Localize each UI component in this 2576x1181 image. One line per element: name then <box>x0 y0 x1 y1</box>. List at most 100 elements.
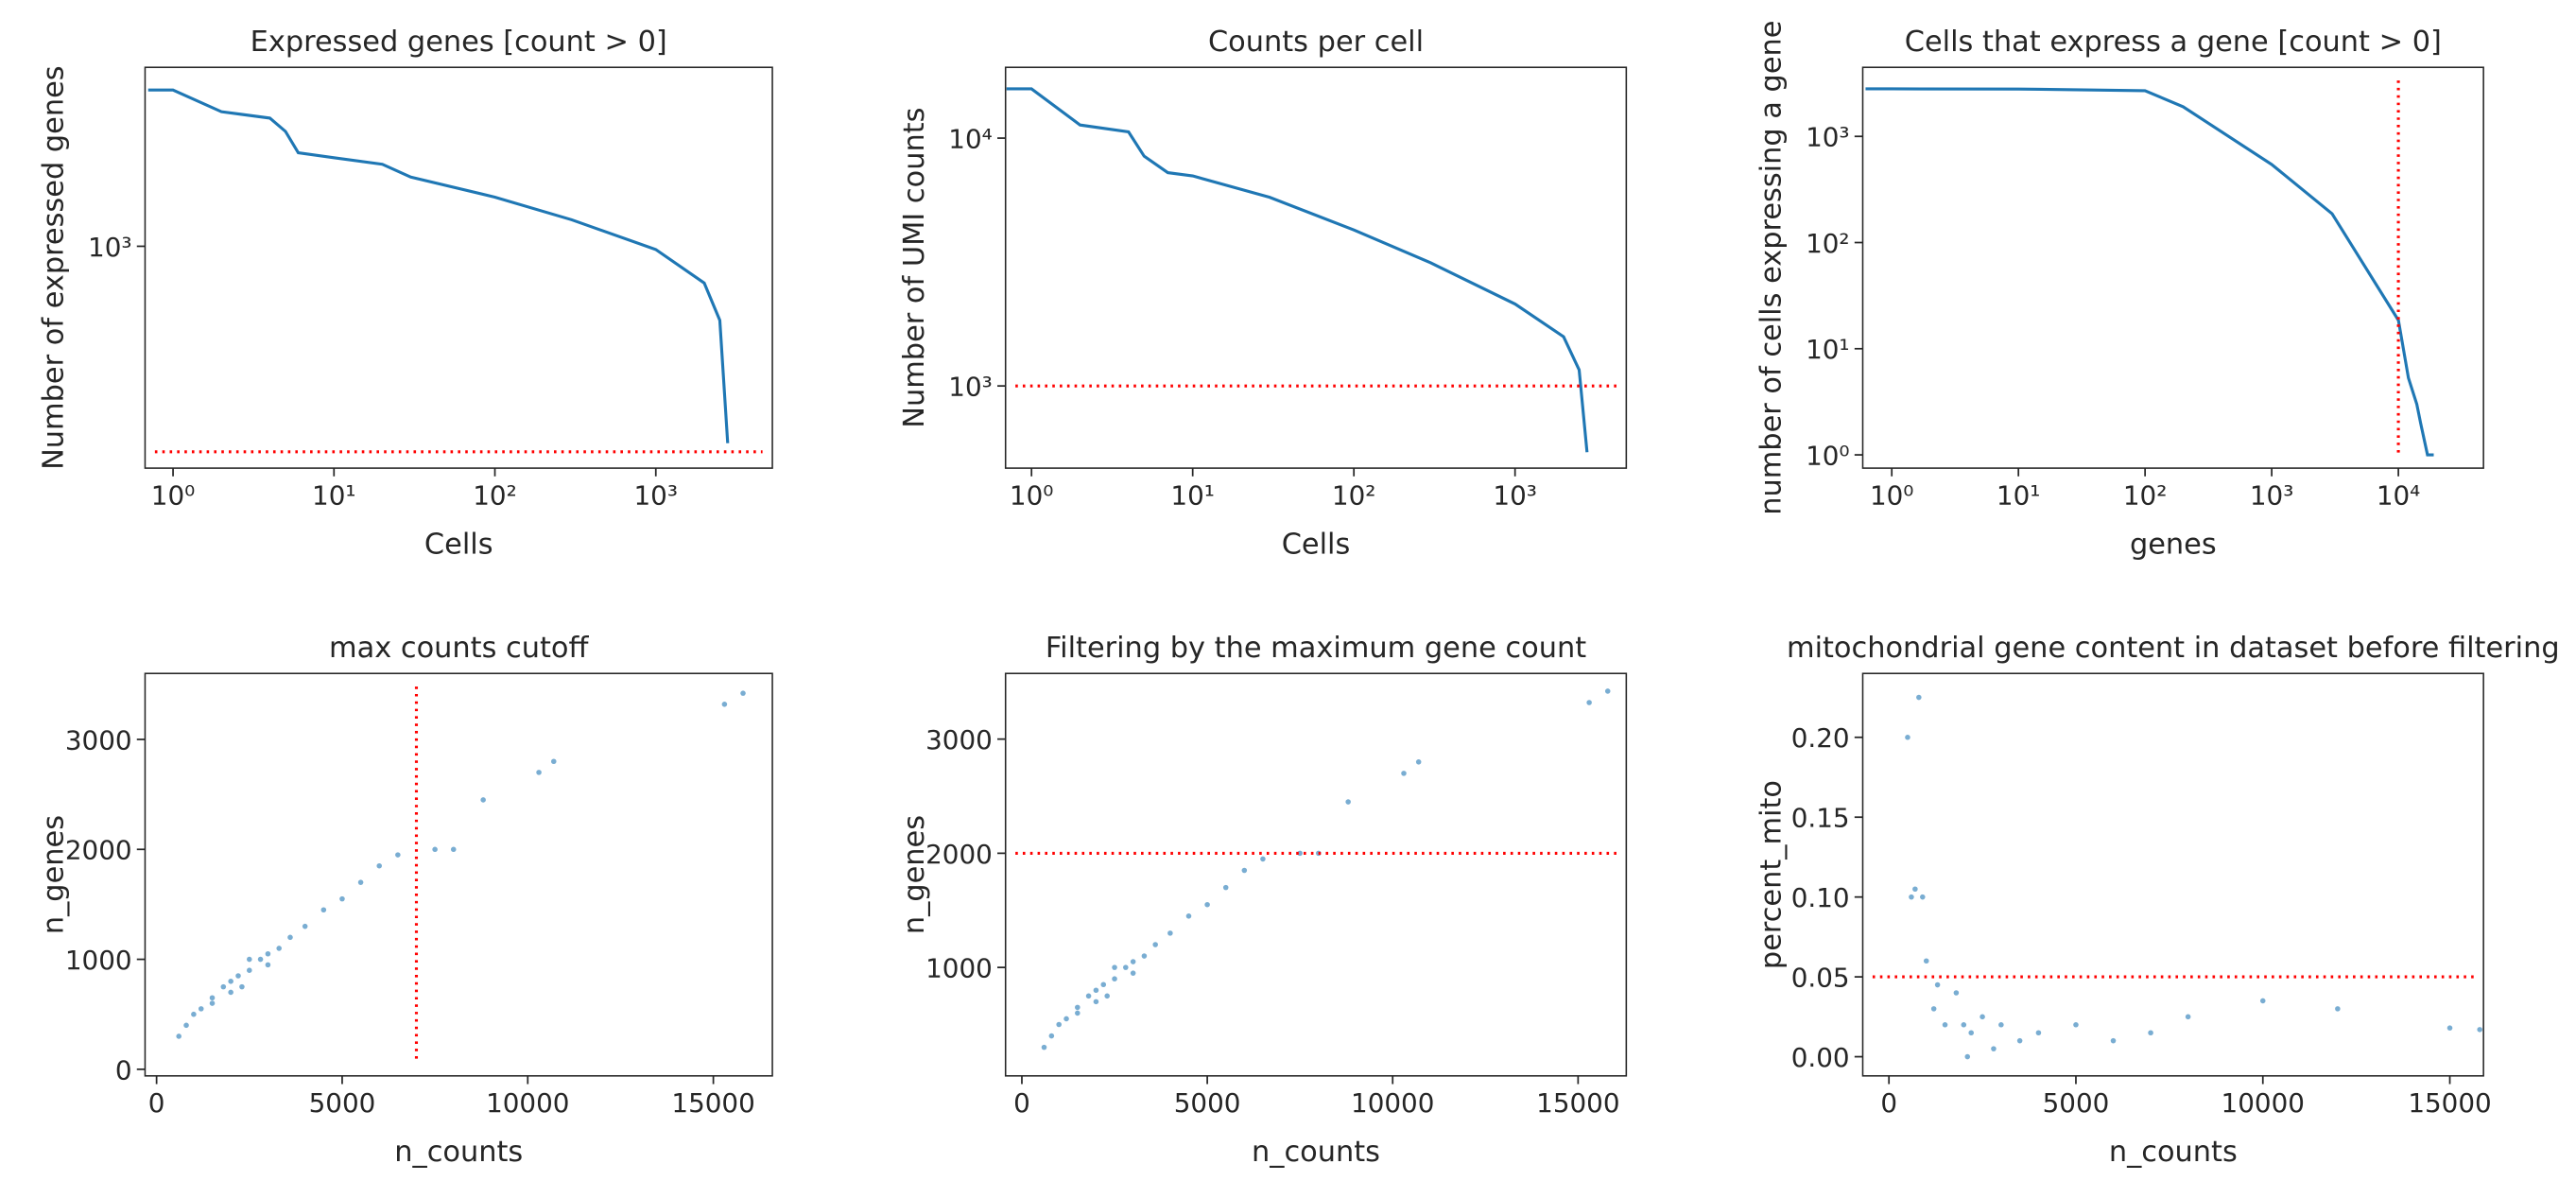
axes-frame <box>1004 66 1628 469</box>
data-line <box>1006 87 1589 453</box>
data-point <box>2148 1030 2153 1036</box>
x-tick-label: 10² <box>1332 479 1376 511</box>
y-tick-label: 0.05 <box>1791 963 1850 994</box>
y-axis-label: percent_mito <box>1755 780 1789 969</box>
data-point <box>395 852 401 858</box>
data-point <box>480 797 486 803</box>
y-tick-label: 10⁰ <box>1806 440 1849 471</box>
x-axis-label: genes <box>2130 528 2217 561</box>
data-point <box>302 923 308 929</box>
x-tick-label: 0 <box>1013 1087 1030 1119</box>
data-point <box>1185 913 1192 919</box>
data-point <box>1930 1006 1937 1012</box>
data-point <box>2477 1027 2482 1033</box>
x-tick-label: 10² <box>473 479 517 511</box>
x-axis-label: n_counts <box>1252 1136 1380 1169</box>
y-tick-label: 1000 <box>925 953 993 984</box>
data-point <box>1048 1033 1055 1039</box>
y-tick-label: 0.10 <box>1791 882 1850 913</box>
data-point <box>257 956 264 963</box>
chart-title: Counts per cell <box>1208 26 1424 59</box>
data-point <box>1112 976 1117 981</box>
data-point <box>1998 1021 2004 1028</box>
x-tick-label: 10⁴ <box>2377 479 2421 511</box>
data-point <box>1934 981 1941 988</box>
data-point <box>2335 1006 2341 1012</box>
data-point <box>209 1000 216 1006</box>
data-point <box>2185 1014 2191 1020</box>
data-point <box>265 962 271 968</box>
data-point <box>339 895 345 902</box>
y-tick-label: 10⁴ <box>948 123 992 154</box>
x-tick-label: 0 <box>148 1087 165 1119</box>
data-point <box>1905 735 1910 740</box>
x-tick-label: 10³ <box>2250 479 2294 511</box>
data-point <box>2035 1030 2042 1036</box>
x-tick-label: 5000 <box>309 1087 376 1119</box>
data-point <box>1130 959 1136 964</box>
x-tick-label: 10⁰ <box>151 479 196 511</box>
data-point <box>320 907 327 913</box>
y-axis-label: number of cells expressing a gene <box>1755 21 1789 515</box>
data-point <box>1063 1016 1069 1022</box>
chart-title: mitochondrial gene content in dataset be… <box>1787 632 2560 665</box>
data-point <box>450 846 457 853</box>
data-point <box>1968 1030 1974 1036</box>
x-tick-label: 15000 <box>2408 1087 2491 1119</box>
axes-frame <box>1004 672 1628 1077</box>
data-point <box>209 995 216 1001</box>
data-point <box>1167 930 1173 936</box>
chart-title: Cells that express a gene [count > 0] <box>1905 26 2442 59</box>
y-tick-label: 0.00 <box>1791 1042 1850 1073</box>
chart-title: Filtering by the maximum gene count <box>1046 632 1586 665</box>
data-point <box>357 879 364 885</box>
data-point <box>1085 993 1092 999</box>
data-point <box>239 983 245 990</box>
y-tick-label: 0 <box>115 1054 132 1085</box>
data-point <box>1075 1010 1081 1016</box>
y-tick-label: 2000 <box>925 839 993 870</box>
data-point <box>265 950 271 957</box>
data-point <box>1141 953 1148 959</box>
x-tick-label: 10¹ <box>1170 479 1215 511</box>
chart-title: Expressed genes [count > 0] <box>251 26 667 59</box>
y-tick-label: 1000 <box>65 945 132 976</box>
data-point <box>287 934 293 941</box>
axes-frame <box>144 672 773 1077</box>
y-tick-label: 2000 <box>65 835 132 866</box>
x-tick-label: 15000 <box>671 1087 754 1119</box>
data-point <box>247 967 252 973</box>
data-point <box>1964 1053 1971 1060</box>
x-tick-label: 10¹ <box>1997 479 2041 511</box>
x-tick-label: 10² <box>2123 479 2167 511</box>
data-point <box>2073 1021 2079 1028</box>
x-tick-label: 10³ <box>1493 479 1536 511</box>
data-line <box>1865 87 2434 457</box>
data-point <box>1123 964 1129 970</box>
axes-frame <box>1861 66 2484 469</box>
data-point <box>721 702 728 707</box>
x-tick-label: 10000 <box>2222 1087 2305 1119</box>
data-point <box>1130 970 1136 976</box>
data-point <box>1112 964 1117 970</box>
data-point <box>1923 958 1929 964</box>
data-point <box>1909 894 1914 900</box>
data-point <box>1222 884 1229 891</box>
x-tick-label: 5000 <box>1174 1087 1241 1119</box>
data-point <box>276 946 282 951</box>
x-tick-label: 10⁰ <box>1870 479 1914 511</box>
y-tick-label: 10² <box>1806 228 1849 259</box>
data-point <box>1604 688 1611 694</box>
y-tick-label: 0.20 <box>1791 722 1850 754</box>
data-point <box>536 770 542 775</box>
data-point <box>1204 901 1210 908</box>
y-tick-label: 3000 <box>65 724 132 755</box>
data-point <box>235 973 241 979</box>
x-axis-label: Cells <box>424 528 493 561</box>
data-point <box>1415 759 1422 765</box>
data-point <box>191 1011 197 1017</box>
data-point <box>1075 1004 1081 1011</box>
x-tick-label: 5000 <box>2043 1087 2110 1119</box>
data-point <box>1104 993 1110 999</box>
